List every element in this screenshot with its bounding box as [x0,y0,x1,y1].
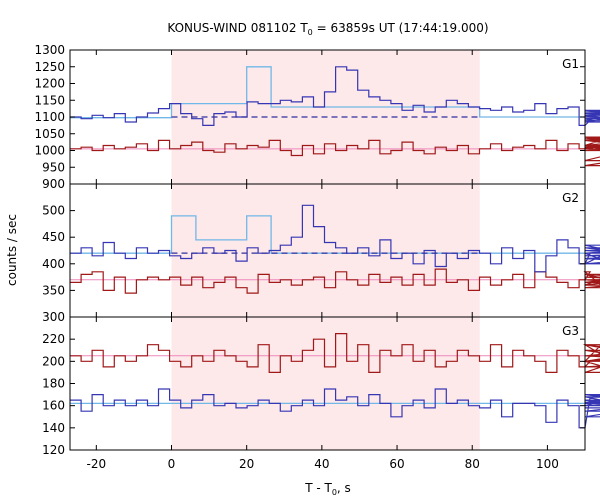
y-tick-label: 120 [42,443,65,457]
highlight-interval [171,317,480,450]
panel-g2: 300 350 400 450 500 G2 [42,183,600,324]
y-tick-label: 900 [42,177,65,191]
y-tick-label: 1250 [34,60,65,74]
x-axis: -20 0 20 40 60 80 100 [87,457,559,471]
panel-g3: 120 140 160 180 200 220 G3 [42,316,600,457]
y-tick-label: 200 [42,354,65,368]
y-tick-label: 350 [42,283,65,297]
y-tick-label: 140 [42,421,65,435]
chart-title: KONUS-WIND 081102 T0 = 63859s UT (17:44:… [167,21,488,37]
series-red [70,136,600,167]
y-tick-label: 500 [42,204,65,218]
y-tick-label: 220 [42,332,65,346]
y-tick-label: 450 [42,230,65,244]
y-tick-label: 300 [42,310,65,324]
y-axis-label: counts / sec [5,214,19,286]
y-tick-label: 1000 [34,144,65,158]
series-red [70,268,600,294]
panel-label: G2 [562,191,579,205]
series-red [70,333,600,373]
y-tick-label: 160 [42,399,65,413]
y-tick-label: 1300 [34,43,65,57]
y-tick-label: 400 [42,257,65,271]
y-tick-label: 1100 [34,110,65,124]
x-tick-label: 80 [465,457,480,471]
series-blue [70,388,600,429]
light-blue-fit [70,215,585,254]
y-tick-label: 1200 [34,77,65,91]
x-tick-label: 20 [239,457,254,471]
y-tick-label: 950 [42,160,65,174]
light-blue-fit [70,66,585,119]
x-axis-label: T - T0, s [304,481,351,497]
y-tick-label: 180 [42,377,65,391]
x-tick-label: 60 [389,457,404,471]
x-tick-label: -20 [87,457,107,471]
x-tick-label: 0 [168,457,176,471]
y-tick-label: 1050 [34,127,65,141]
x-tick-label: 100 [536,457,559,471]
panel-label: G3 [562,324,579,338]
series-blue [70,204,600,273]
x-tick-label: 40 [314,457,329,471]
panel-g1: 900 950 1000 1050 1100 1150 1200 1250 1300 G1 [34,43,600,191]
y-tick-label: 1150 [34,93,65,107]
chart-panels: 9009501000105011001150120012501300G13003… [34,43,600,457]
panel-label: G1 [562,57,579,71]
